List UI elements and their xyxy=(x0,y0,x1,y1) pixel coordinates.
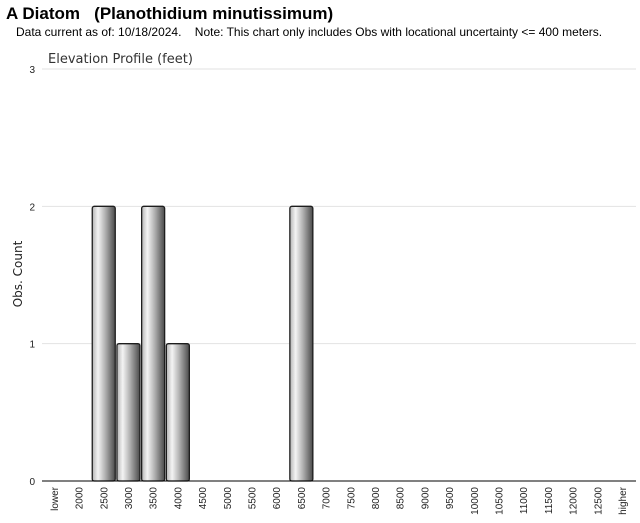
y-tick-label: 2 xyxy=(29,202,35,213)
bar-4000 xyxy=(165,343,191,482)
bars xyxy=(91,205,314,482)
y-tick-labels: 0 1 2 3 xyxy=(29,65,35,488)
data-note: Data current as of: 10/18/2024. Note: Th… xyxy=(16,25,603,39)
x-tick-label: 8500 xyxy=(396,487,407,510)
x-tick-label: 10000 xyxy=(470,487,481,515)
x-tick-label: 7500 xyxy=(346,487,357,510)
x-tick-label: 2000 xyxy=(75,487,86,510)
x-tick-label: lower xyxy=(50,486,61,511)
x-tick-label: 2500 xyxy=(99,487,110,510)
x-tick-labels: lower 2000 2500 3000 3500 4000 4500 5000 5500 600… xyxy=(50,486,629,514)
bar-2500 xyxy=(91,205,116,482)
x-tick-label: 11500 xyxy=(544,487,555,515)
y-tick-label: 1 xyxy=(29,340,35,351)
x-tick-label: higher xyxy=(618,486,629,514)
grid-lines xyxy=(42,68,636,345)
bar-6500 xyxy=(289,205,314,482)
page-title: A Diatom (Planothidium minutissimum) xyxy=(6,4,334,23)
x-tick-label: 4000 xyxy=(173,487,184,510)
x-tick-label: 11000 xyxy=(519,487,530,515)
x-tick-label: 3000 xyxy=(124,487,135,510)
bar-3000 xyxy=(116,343,141,482)
x-tick-label: 9500 xyxy=(445,487,456,510)
y-axis-label: Obs. Count xyxy=(11,240,25,307)
y-tick-label: 0 xyxy=(29,477,35,488)
x-tick-label: 6000 xyxy=(272,487,283,510)
x-tick-label: 5000 xyxy=(223,487,234,510)
bar-3500 xyxy=(140,205,166,482)
chart-title: Elevation Profile (feet) xyxy=(48,52,193,67)
x-tick-label: 5500 xyxy=(247,487,258,510)
x-tick-label: 8000 xyxy=(371,487,382,510)
x-tick-label: 12000 xyxy=(569,487,580,515)
x-tick-label: 6500 xyxy=(297,487,308,510)
x-tick-label: 3500 xyxy=(149,487,160,510)
x-tick-label: 4500 xyxy=(198,487,209,510)
x-tick-label: 10500 xyxy=(494,487,505,515)
x-tick-label: 9000 xyxy=(420,487,431,510)
x-tick-label: 12500 xyxy=(593,487,604,515)
x-tick-label: 7000 xyxy=(322,487,333,510)
y-tick-label: 3 xyxy=(29,65,35,76)
